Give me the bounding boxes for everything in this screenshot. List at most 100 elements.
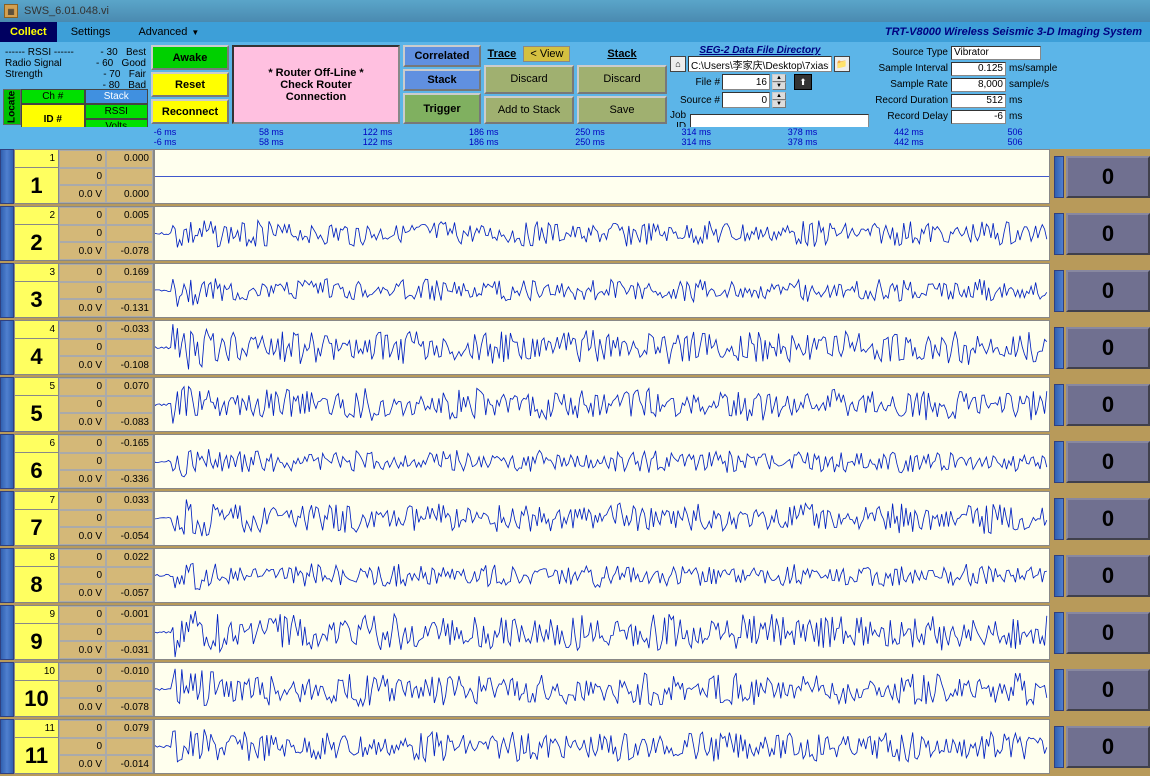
channel-waveform[interactable] xyxy=(154,149,1050,204)
view-button[interactable]: < View xyxy=(523,46,570,62)
sample-interval-input[interactable] xyxy=(951,62,1006,76)
up-arrow-button[interactable]: ⬆ xyxy=(794,74,812,90)
ch-val-volts: 0.0 V xyxy=(59,527,106,545)
channel-waveform[interactable] xyxy=(154,377,1050,432)
window-title: SWS_6.01.048.vi xyxy=(24,5,109,17)
channel-side-bar[interactable] xyxy=(0,149,14,204)
channel-number: 5 xyxy=(15,396,58,431)
sample-rate-input[interactable] xyxy=(951,78,1006,92)
channel-side-bar[interactable] xyxy=(0,605,14,660)
file-num-input[interactable] xyxy=(722,74,770,90)
stack-discard-button[interactable]: Discard xyxy=(577,65,667,94)
file-path-input[interactable] xyxy=(688,56,832,72)
channel-right-bar[interactable] xyxy=(1054,498,1064,540)
ch-val-empty xyxy=(106,624,153,642)
ch-val-1: 0 xyxy=(59,264,106,282)
channel-side-bar[interactable] xyxy=(0,491,14,546)
source-num-input[interactable] xyxy=(722,92,770,108)
path-icon[interactable]: ⌂ xyxy=(670,56,686,72)
channel-right-bar[interactable] xyxy=(1054,327,1064,369)
channel-side-bar[interactable] xyxy=(0,377,14,432)
locate-button[interactable]: Locate xyxy=(3,89,21,125)
source-type-label: Source Type xyxy=(853,47,948,58)
ch-val-volts: 0.0 V xyxy=(59,470,106,488)
channel-right-bar[interactable] xyxy=(1054,384,1064,426)
file-num-spinner[interactable]: ▲▼ xyxy=(772,74,786,90)
ch-val-empty xyxy=(106,396,153,414)
ch-val-top: 0.079 xyxy=(106,720,153,738)
channel-side-bar[interactable] xyxy=(0,206,14,261)
ch-val-1: 0 xyxy=(59,207,106,225)
channel-right-bar[interactable] xyxy=(1054,612,1064,654)
channel-right-bar[interactable] xyxy=(1054,156,1064,198)
ch-val-volts: 0.0 V xyxy=(59,242,106,260)
menu-settings[interactable]: Settings xyxy=(57,22,125,42)
source-num-spinner[interactable]: ▲▼ xyxy=(772,92,786,108)
channel-side-bar[interactable] xyxy=(0,434,14,489)
channel-right-bar[interactable] xyxy=(1054,270,1064,312)
job-id-input[interactable] xyxy=(690,114,869,128)
menu-advanced[interactable]: Advanced xyxy=(124,22,213,42)
channel-right-bar[interactable] xyxy=(1054,555,1064,597)
channel-right-bar[interactable] xyxy=(1054,441,1064,483)
source-num-label: Source # xyxy=(670,95,720,106)
channel-side-bar[interactable] xyxy=(0,719,14,774)
channel-right-bar[interactable] xyxy=(1054,726,1064,768)
reset-button[interactable]: Reset xyxy=(151,72,229,97)
channel-waveform[interactable] xyxy=(154,548,1050,603)
ch-val-2: 0 xyxy=(59,624,106,642)
record-duration-unit: ms xyxy=(1009,95,1022,106)
source-panel: Source Type Sample Interval ms/sample Sa… xyxy=(853,45,1063,124)
channel-right-value: 0 xyxy=(1066,555,1150,597)
channel-side-bar[interactable] xyxy=(0,662,14,717)
awake-button[interactable]: Awake xyxy=(151,45,229,70)
channel-small-num: 2 xyxy=(15,207,58,225)
time-tick: 186 ms186 ms xyxy=(459,127,509,147)
channel-row: 9 9 0 -0.001 0 0.0 V -0.031 0 xyxy=(0,605,1150,660)
channel-waveform[interactable] xyxy=(154,662,1050,717)
ch-val-empty xyxy=(106,168,153,186)
trace-discard-button[interactable]: Discard xyxy=(484,65,574,94)
channel-side-bar[interactable] xyxy=(0,320,14,375)
ch-val-1: 0 xyxy=(59,321,106,339)
channel-waveform[interactable] xyxy=(154,434,1050,489)
stack-button[interactable]: Stack xyxy=(403,69,481,91)
ch-val-empty xyxy=(106,339,153,357)
ch-val-volts: 0.0 V xyxy=(59,755,106,773)
ch-val-volts: 0.0 V xyxy=(59,299,106,317)
reconnect-button[interactable]: Reconnect xyxy=(151,99,229,124)
browse-icon[interactable]: 📁 xyxy=(834,56,850,72)
correlated-button[interactable]: Correlated xyxy=(403,45,481,67)
ch-val-top: 0.033 xyxy=(106,492,153,510)
trace-header: Trace xyxy=(488,48,517,60)
channel-right-bar[interactable] xyxy=(1054,213,1064,255)
channel-waveform[interactable] xyxy=(154,206,1050,261)
router-warning: * Router Off-Line * Check Router Connect… xyxy=(232,45,400,124)
channel-waveform[interactable] xyxy=(154,263,1050,318)
ch-val-bot: -0.014 xyxy=(106,755,153,773)
add-to-stack-button[interactable]: Add to Stack xyxy=(484,96,574,125)
ch-val-empty xyxy=(106,510,153,528)
rssi-header: ------ RSSI ------ xyxy=(5,47,96,58)
channel-small-num: 5 xyxy=(15,378,58,396)
channel-waveform[interactable] xyxy=(154,605,1050,660)
channel-waveform[interactable] xyxy=(154,719,1050,774)
menu-collect[interactable]: Collect xyxy=(0,22,57,42)
channel-side-bar[interactable] xyxy=(0,263,14,318)
time-axis: -6 ms-6 ms58 ms58 ms122 ms122 ms186 ms18… xyxy=(0,127,1150,149)
channel-number: 11 xyxy=(15,738,58,773)
time-tick: 506506 xyxy=(990,127,1040,147)
channel-right-bar[interactable] xyxy=(1054,669,1064,711)
channel-waveform[interactable] xyxy=(154,320,1050,375)
channel-small-num: 6 xyxy=(15,435,58,453)
channel-side-bar[interactable] xyxy=(0,548,14,603)
channel-waveform[interactable] xyxy=(154,491,1050,546)
source-type-input[interactable] xyxy=(951,46,1041,60)
record-duration-input[interactable] xyxy=(951,94,1006,108)
channel-right-value: 0 xyxy=(1066,156,1150,198)
ch-val-2: 0 xyxy=(59,738,106,756)
save-button[interactable]: Save xyxy=(577,96,667,125)
trigger-button[interactable]: Trigger xyxy=(403,93,481,124)
record-delay-input[interactable] xyxy=(951,110,1006,124)
ch-val-bot: -0.131 xyxy=(106,299,153,317)
